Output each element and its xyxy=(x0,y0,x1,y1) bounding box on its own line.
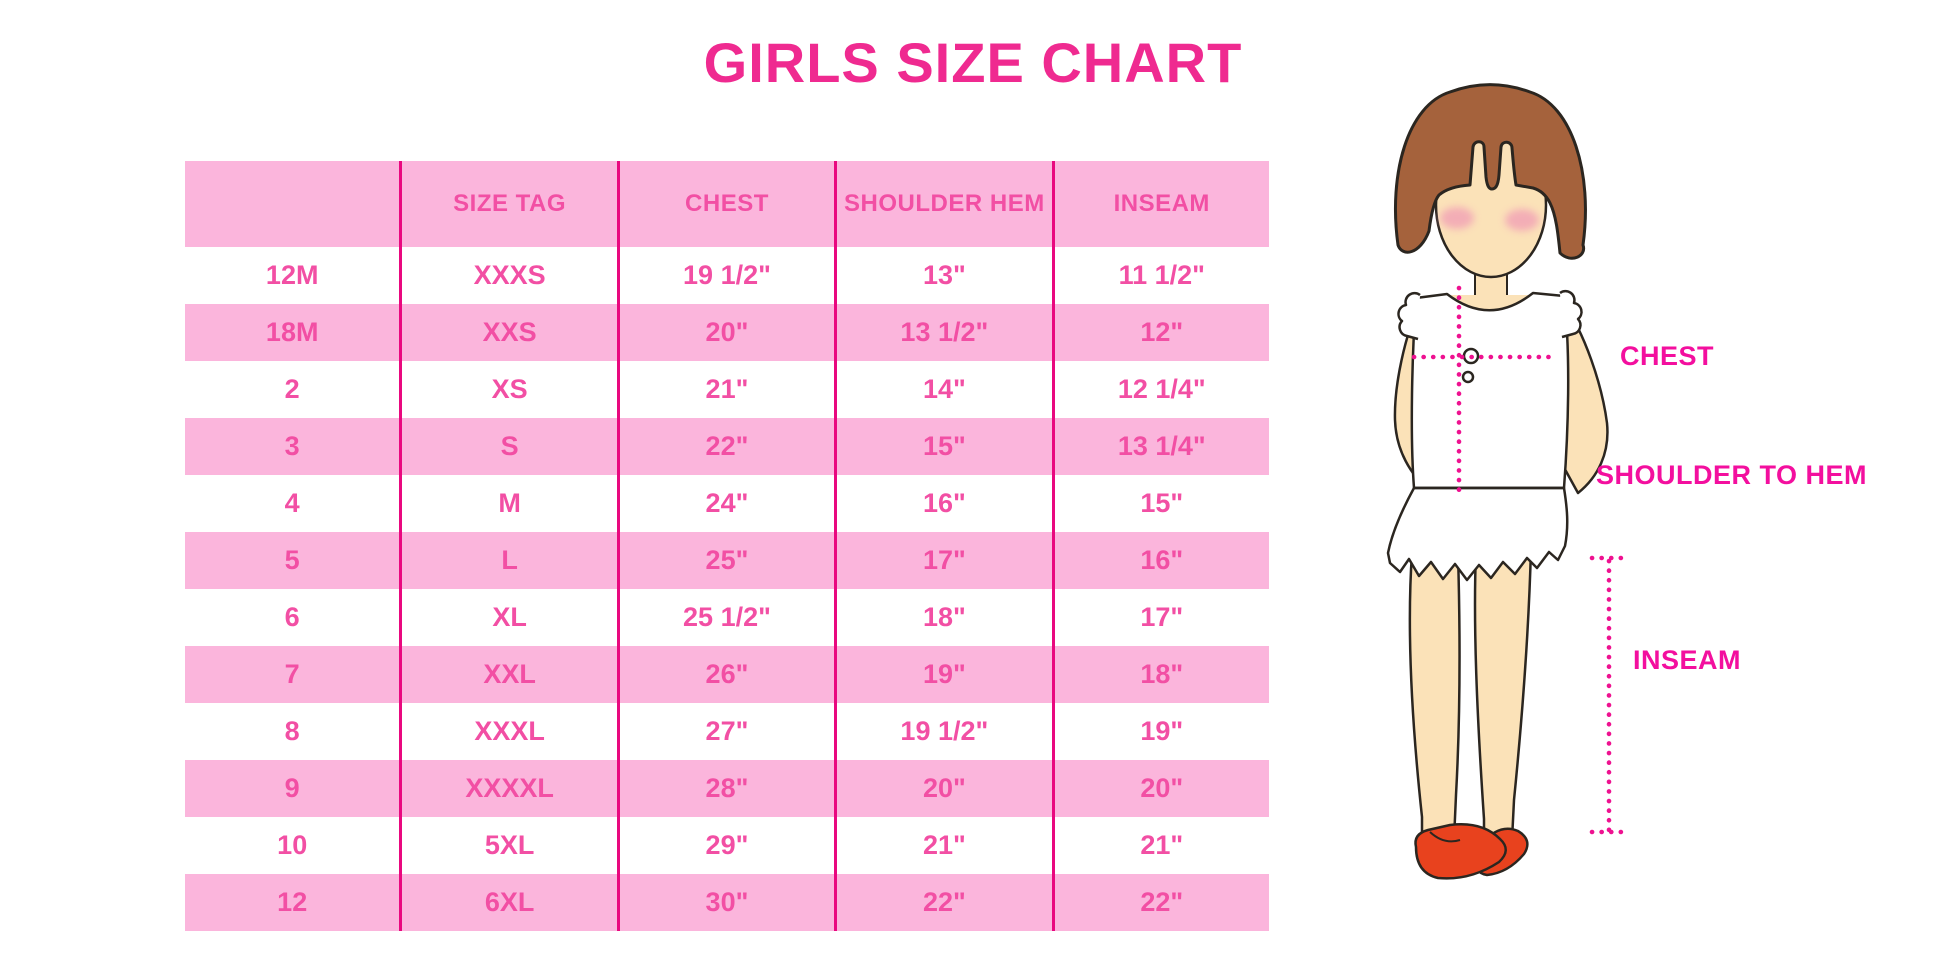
table-row: 12 6XL 30" 22" 22" xyxy=(185,874,1269,931)
table-cell: XXXL xyxy=(400,703,620,760)
table-row: 7 XXL 26" 19" 18" xyxy=(185,646,1269,703)
table-cell: 19" xyxy=(1053,703,1269,760)
table-row: 4 M 24" 16" 15" xyxy=(185,475,1269,532)
blush-left xyxy=(1440,207,1474,229)
column-header: INSEAM xyxy=(1053,161,1269,247)
table-cell: 14" xyxy=(835,361,1055,418)
column-header: CHEST xyxy=(618,161,838,247)
table-cell: 13 1/2" xyxy=(835,304,1055,361)
table-cell: XL xyxy=(400,589,620,646)
table-row: 8 XXXL 27" 19 1/2" 19" xyxy=(185,703,1269,760)
table-cell: 12 1/4" xyxy=(1053,361,1269,418)
table-cell: 2 xyxy=(185,361,403,418)
table-row: 2 XS 21" 14" 12 1/4" xyxy=(185,361,1269,418)
table-cell: 22" xyxy=(835,874,1055,931)
table-cell: 12M xyxy=(185,247,403,304)
table-cell: 30" xyxy=(618,874,838,931)
table-cell: M xyxy=(400,475,620,532)
size-table-body: 12M XXXS 19 1/2" 13" 11 1/2" 18M XXS 20" 13 1/2"… xyxy=(185,247,1269,931)
size-table-head-row: SIZE TAG CHEST SHOULDER HEM INSEAM xyxy=(185,161,1269,247)
hair xyxy=(1394,83,1587,260)
shoulder-to-hem-label: SHOULDER TO HEM xyxy=(1596,460,1868,490)
table-cell: XXXXL xyxy=(400,760,620,817)
table-cell: 24" xyxy=(618,475,838,532)
page-title: GIRLS SIZE CHART xyxy=(703,31,1243,94)
table-cell: 19 1/2" xyxy=(618,247,838,304)
table-cell: 26" xyxy=(618,646,838,703)
table-cell: 20" xyxy=(835,760,1055,817)
table-cell: 3 xyxy=(185,418,403,475)
table-cell: 25" xyxy=(618,532,838,589)
table-cell: L xyxy=(400,532,620,589)
shoes xyxy=(1414,823,1529,880)
table-cell: 16" xyxy=(1053,532,1269,589)
table-cell: 20" xyxy=(618,304,838,361)
table-cell: 22" xyxy=(618,418,838,475)
button-bottom xyxy=(1461,370,1475,384)
table-cell: 21" xyxy=(618,361,838,418)
table-cell: 22" xyxy=(1053,874,1269,931)
table-cell: 21" xyxy=(1053,817,1269,874)
table-cell: XXL xyxy=(400,646,620,703)
table-cell: 17" xyxy=(1053,589,1269,646)
table-header: SIZE TAG CHEST SHOULDER HEM INSEAM xyxy=(185,161,1269,247)
legs xyxy=(1408,546,1533,842)
chest-label: CHEST xyxy=(1620,341,1715,371)
blush-right xyxy=(1505,209,1539,231)
column-header: SHOULDER HEM xyxy=(835,161,1055,247)
table-cell: 15" xyxy=(835,418,1055,475)
table-cell: 13 1/4" xyxy=(1053,418,1269,475)
table-cell: 15" xyxy=(1053,475,1269,532)
table-cell: 27" xyxy=(618,703,838,760)
table-cell: 5 xyxy=(185,532,403,589)
table-cell: 7 xyxy=(185,646,403,703)
table-cell: 6XL xyxy=(400,874,620,931)
table-cell: 19" xyxy=(835,646,1055,703)
table-row: 12M XXXS 19 1/2" 13" 11 1/2" xyxy=(185,247,1269,304)
table-cell: 5XL xyxy=(400,817,620,874)
column-header: SIZE TAG xyxy=(400,161,620,247)
size-chart-table: SIZE TAG CHEST SHOULDER HEM INSEAM 12M XXXS 1… xyxy=(185,161,1269,931)
table-cell: 10 xyxy=(185,817,403,874)
table-row: 9 XXXXL 28" 20" 20" xyxy=(185,760,1269,817)
table-cell: 18M xyxy=(185,304,403,361)
table-cell: 29" xyxy=(618,817,838,874)
table-cell: 18" xyxy=(1053,646,1269,703)
skirt-ruffle xyxy=(1386,486,1569,582)
table-cell: 6 xyxy=(185,589,403,646)
top-bodice xyxy=(1397,289,1583,490)
table-cell: 12" xyxy=(1053,304,1269,361)
table-row: 3 S 22" 15" 13 1/4" xyxy=(185,418,1269,475)
table-row: 6 XL 25 1/2" 18" 17" xyxy=(185,589,1269,646)
table-cell: S xyxy=(400,418,620,475)
table-cell: 12 xyxy=(185,874,403,931)
table-cell: 25 1/2" xyxy=(618,589,838,646)
girl-measurement-illustration xyxy=(1386,83,1631,880)
table-cell: XS xyxy=(400,361,620,418)
table-cell: 21" xyxy=(835,817,1055,874)
table-cell: XXS xyxy=(400,304,620,361)
table-row: 5 L 25" 17" 16" xyxy=(185,532,1269,589)
table-row: 18M XXS 20" 13 1/2" 12" xyxy=(185,304,1269,361)
table-cell: XXXS xyxy=(400,247,620,304)
table-cell: 17" xyxy=(835,532,1055,589)
table-cell: 11 1/2" xyxy=(1053,247,1269,304)
table-cell: 16" xyxy=(835,475,1055,532)
table-cell: 19 1/2" xyxy=(835,703,1055,760)
table-cell: 4 xyxy=(185,475,403,532)
table-row: 10 5XL 29" 21" 21" xyxy=(185,817,1269,874)
table-cell: 18" xyxy=(835,589,1055,646)
table-cell: 8 xyxy=(185,703,403,760)
table-cell: 13" xyxy=(835,247,1055,304)
table-cell: 9 xyxy=(185,760,403,817)
table-cell: 28" xyxy=(618,760,838,817)
table-cell: 20" xyxy=(1053,760,1269,817)
measurement-guides xyxy=(1411,285,1631,835)
column-header xyxy=(185,161,403,247)
inseam-label: INSEAM xyxy=(1633,645,1742,675)
